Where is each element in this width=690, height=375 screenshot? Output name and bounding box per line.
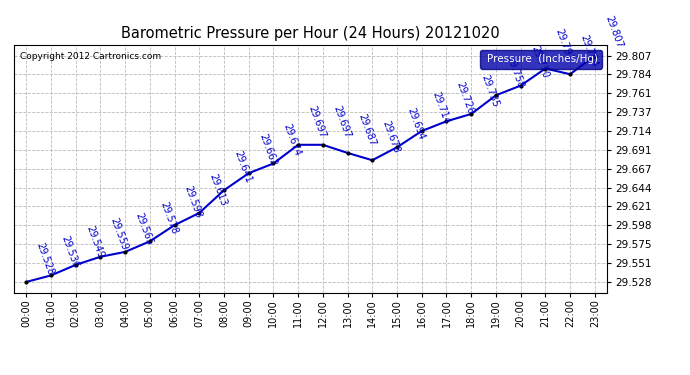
Text: 29.694: 29.694 (405, 106, 426, 142)
Text: 29.559: 29.559 (108, 216, 130, 251)
Text: 29.598: 29.598 (183, 184, 204, 220)
Text: 29.687: 29.687 (356, 112, 377, 147)
Text: 29.662: 29.662 (257, 132, 278, 168)
Text: 29.549: 29.549 (84, 224, 105, 260)
Title: Barometric Pressure per Hour (24 Hours) 20121020: Barometric Pressure per Hour (24 Hours) … (121, 26, 500, 41)
Text: 29.807: 29.807 (603, 15, 624, 50)
Legend: Pressure  (Inches/Hg): Pressure (Inches/Hg) (480, 50, 602, 69)
Text: 29.613: 29.613 (208, 172, 228, 207)
Text: 29.641: 29.641 (233, 150, 253, 185)
Text: 29.714: 29.714 (430, 90, 451, 126)
Text: 29.578: 29.578 (158, 201, 179, 236)
Text: 29.735: 29.735 (480, 73, 500, 108)
Text: 29.726: 29.726 (455, 80, 476, 116)
Text: Copyright 2012 Cartronics.com: Copyright 2012 Cartronics.com (20, 53, 161, 62)
Text: 29.674: 29.674 (282, 123, 303, 158)
Text: 29.770: 29.770 (529, 45, 550, 80)
Text: 29.697: 29.697 (331, 104, 352, 139)
Text: 29.536: 29.536 (59, 235, 80, 270)
Text: 29.565: 29.565 (133, 211, 155, 246)
Text: 29.791: 29.791 (553, 28, 575, 63)
Text: 29.758: 29.758 (504, 54, 525, 90)
Text: 29.784: 29.784 (578, 33, 600, 69)
Text: 29.697: 29.697 (306, 104, 328, 139)
Text: 29.528: 29.528 (34, 241, 55, 276)
Text: 29.678: 29.678 (381, 119, 402, 154)
